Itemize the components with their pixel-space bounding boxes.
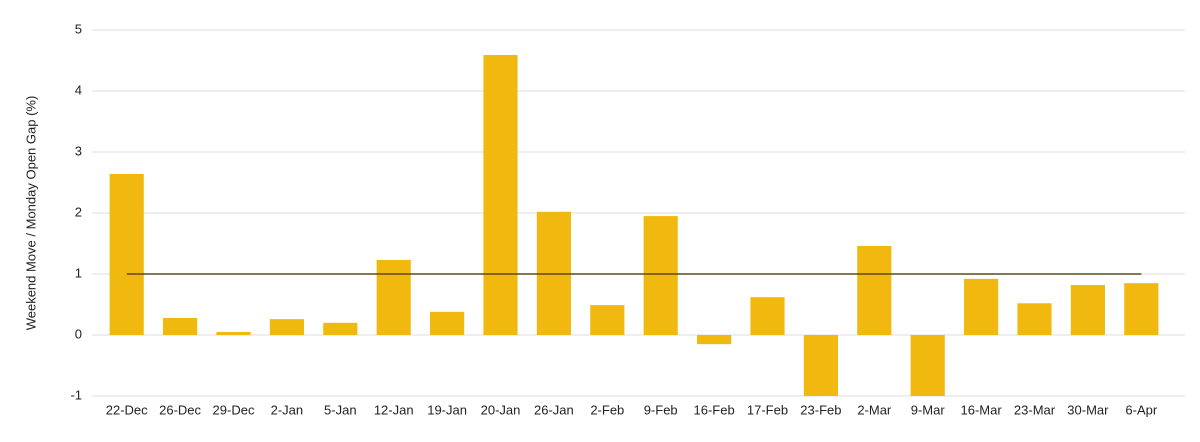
- x-tick-label: 29-Dec: [213, 402, 255, 417]
- bar: [483, 55, 518, 335]
- x-tick-label: 19-Jan: [427, 402, 467, 417]
- x-tick-label: 2-Feb: [590, 402, 624, 417]
- bar: [1124, 283, 1159, 335]
- bar: [697, 335, 732, 345]
- x-tick-label: 17-Feb: [747, 402, 788, 417]
- x-tick-label: 22-Dec: [106, 402, 148, 417]
- x-tick-label: 16-Feb: [693, 402, 734, 417]
- y-tick-label: 0: [75, 326, 82, 341]
- bar: [964, 278, 999, 335]
- bar: [1017, 303, 1052, 335]
- bar: [163, 317, 198, 335]
- bar: [269, 319, 304, 335]
- x-tick-label: 16-Mar: [961, 402, 1003, 417]
- x-tick-label: 5-Jan: [324, 402, 357, 417]
- x-tick-label: 6-Apr: [1125, 402, 1157, 417]
- y-tick-label: 2: [75, 204, 82, 219]
- y-axis-label: Weekend Move / Monday Open Gap (%): [23, 96, 38, 331]
- x-tick-label: 9-Mar: [911, 402, 946, 417]
- x-tick-label: 26-Dec: [159, 402, 201, 417]
- x-tick-label: 23-Mar: [1014, 402, 1056, 417]
- bar: [590, 305, 625, 335]
- x-tick-label: 30-Mar: [1067, 402, 1109, 417]
- x-tick-label: 12-Jan: [374, 402, 414, 417]
- x-tick-label: 26-Jan: [534, 402, 574, 417]
- y-tick-label: 1: [75, 265, 82, 280]
- y-tick-label: -1: [70, 387, 82, 402]
- x-tick-label: 23-Feb: [800, 402, 841, 417]
- bar: [109, 173, 144, 335]
- bar: [803, 335, 838, 396]
- x-tick-label: 2-Jan: [271, 402, 304, 417]
- x-tick-label: 2-Mar: [857, 402, 892, 417]
- bar: [857, 245, 892, 335]
- y-tick-label: 3: [75, 143, 82, 158]
- bar: [376, 259, 411, 335]
- y-tick-label: 5: [75, 21, 82, 36]
- x-tick-label: 9-Feb: [644, 402, 678, 417]
- bar: [216, 331, 251, 335]
- bar: [1070, 284, 1105, 335]
- bar: [750, 297, 785, 335]
- bar: [430, 311, 465, 335]
- y-tick-label: 4: [75, 82, 82, 97]
- bar: [323, 322, 358, 335]
- bar: [910, 335, 945, 396]
- x-tick-label: 20-Jan: [481, 402, 521, 417]
- bar: [643, 216, 678, 335]
